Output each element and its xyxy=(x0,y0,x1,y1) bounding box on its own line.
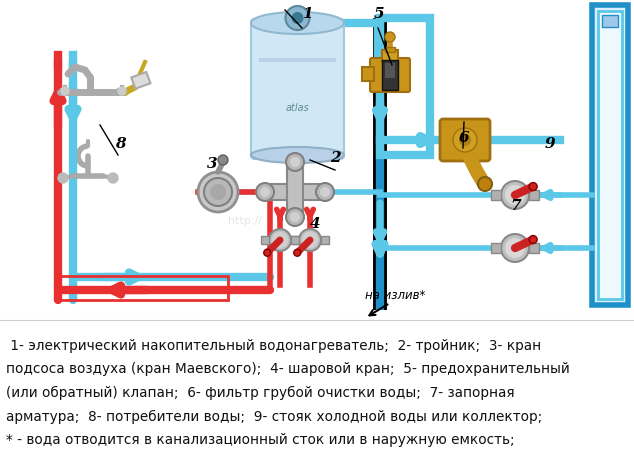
FancyBboxPatch shape xyxy=(440,119,490,161)
Bar xyxy=(602,15,618,27)
Bar xyxy=(382,50,398,62)
Circle shape xyxy=(302,232,318,248)
Ellipse shape xyxy=(251,147,344,163)
Bar xyxy=(362,67,374,81)
Bar xyxy=(529,243,539,253)
Bar xyxy=(382,60,398,90)
Text: * - вода отводится в канализационный сток или в наружную емкость;: * - вода отводится в канализационный сто… xyxy=(6,433,515,447)
Circle shape xyxy=(264,249,271,256)
Circle shape xyxy=(501,181,529,209)
Text: 5: 5 xyxy=(374,7,385,21)
Circle shape xyxy=(290,212,300,222)
Circle shape xyxy=(529,236,537,243)
Circle shape xyxy=(290,157,300,167)
Bar xyxy=(58,276,228,300)
Bar xyxy=(131,72,150,89)
Circle shape xyxy=(501,234,529,262)
Circle shape xyxy=(316,183,334,201)
Circle shape xyxy=(285,6,309,30)
Circle shape xyxy=(58,173,68,183)
Ellipse shape xyxy=(210,184,226,200)
Text: арматура;  8- потребители воды;  9- стояк холодной воды или коллектор;: арматура; 8- потребители воды; 9- стояк … xyxy=(6,410,542,424)
Bar xyxy=(261,236,269,244)
Bar xyxy=(529,190,539,200)
Text: на излив*: на излив* xyxy=(365,289,425,301)
Circle shape xyxy=(118,87,126,95)
Bar xyxy=(491,243,501,253)
Bar xyxy=(287,162,303,217)
Circle shape xyxy=(61,87,69,95)
Text: 1- электрический накопительный водонагреватель;  2- тройник;  3- кран: 1- электрический накопительный водонагре… xyxy=(6,339,541,353)
Bar xyxy=(259,58,336,62)
Circle shape xyxy=(286,153,304,171)
Text: 8: 8 xyxy=(115,137,126,151)
Circle shape xyxy=(108,173,118,183)
Circle shape xyxy=(459,134,471,146)
Bar xyxy=(491,190,501,200)
Ellipse shape xyxy=(198,172,238,212)
Text: 7: 7 xyxy=(510,199,521,213)
Bar xyxy=(385,63,395,78)
Circle shape xyxy=(218,155,228,165)
Text: atlas: atlas xyxy=(286,103,309,113)
Text: 6: 6 xyxy=(459,131,470,145)
Text: 1: 1 xyxy=(302,7,313,21)
Circle shape xyxy=(453,128,477,152)
Circle shape xyxy=(292,12,304,24)
Ellipse shape xyxy=(204,178,232,206)
Circle shape xyxy=(385,32,395,42)
Bar xyxy=(291,236,299,244)
Circle shape xyxy=(272,232,288,248)
Bar xyxy=(265,184,325,200)
Bar xyxy=(385,47,395,52)
Bar xyxy=(592,5,628,305)
Text: http://: http:// xyxy=(228,216,262,225)
Circle shape xyxy=(299,229,321,251)
Circle shape xyxy=(505,238,525,258)
Text: подсоса воздуха (кран Маевского);  4- шаровой кран;  5- предохранительный: подсоса воздуха (кран Маевского); 4- шар… xyxy=(6,362,570,376)
Text: (или обратный) клапан;  6- фильтр грубой очистки воды;  7- запорная: (или обратный) клапан; 6- фильтр грубой … xyxy=(6,386,515,400)
Text: 2: 2 xyxy=(330,151,340,165)
Circle shape xyxy=(320,187,330,197)
Circle shape xyxy=(269,229,291,251)
Ellipse shape xyxy=(251,12,344,34)
Circle shape xyxy=(505,185,525,205)
Bar xyxy=(380,18,430,155)
Bar xyxy=(598,11,622,299)
FancyBboxPatch shape xyxy=(251,19,344,159)
Circle shape xyxy=(478,177,492,191)
Text: 3: 3 xyxy=(207,157,217,171)
Text: 4: 4 xyxy=(310,217,321,231)
Circle shape xyxy=(286,208,304,226)
Text: 9: 9 xyxy=(545,137,555,151)
Circle shape xyxy=(260,187,270,197)
FancyBboxPatch shape xyxy=(370,58,410,92)
Circle shape xyxy=(256,183,274,201)
Circle shape xyxy=(294,249,301,256)
Bar xyxy=(291,236,299,244)
Bar xyxy=(321,236,329,244)
Circle shape xyxy=(529,183,537,190)
